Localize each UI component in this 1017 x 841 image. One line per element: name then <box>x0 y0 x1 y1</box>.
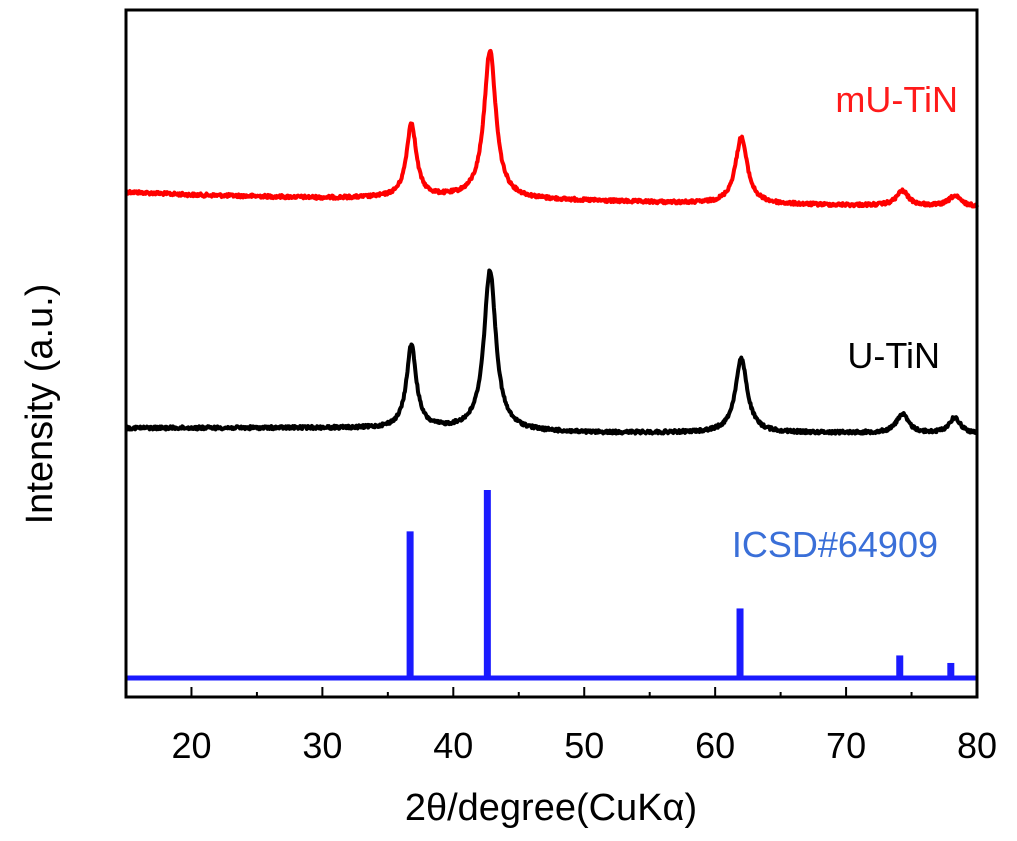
x-tick-label-70: 70 <box>826 725 866 766</box>
x-tick-label-80: 80 <box>957 725 997 766</box>
reference-stick-42.6 <box>483 490 491 678</box>
x-tick-label-40: 40 <box>433 725 473 766</box>
series-label-mu-tin: mU-TiN <box>835 79 958 120</box>
y-axis-title: Intensity (a.u.) <box>19 284 61 525</box>
reference-stick-61.9 <box>736 608 744 678</box>
series-line-mu-tin <box>124 48 979 209</box>
x-tick-label-50: 50 <box>564 725 604 766</box>
series-label-u-tin: U-TiN <box>847 335 940 376</box>
series-line-u-tin <box>124 268 979 436</box>
reference-stick-78 <box>947 662 955 678</box>
reference-stick-74.1 <box>896 655 904 678</box>
x-tick-label-30: 30 <box>302 725 342 766</box>
series-label-icsd: ICSD#64909 <box>732 524 938 565</box>
reference-stick-36.7 <box>406 531 414 678</box>
x-tick-label-60: 60 <box>695 725 735 766</box>
x-tick-label-20: 20 <box>171 725 211 766</box>
x-axis-title: 2θ/degree(CuKα) <box>405 787 697 829</box>
plot-frame <box>124 8 979 699</box>
